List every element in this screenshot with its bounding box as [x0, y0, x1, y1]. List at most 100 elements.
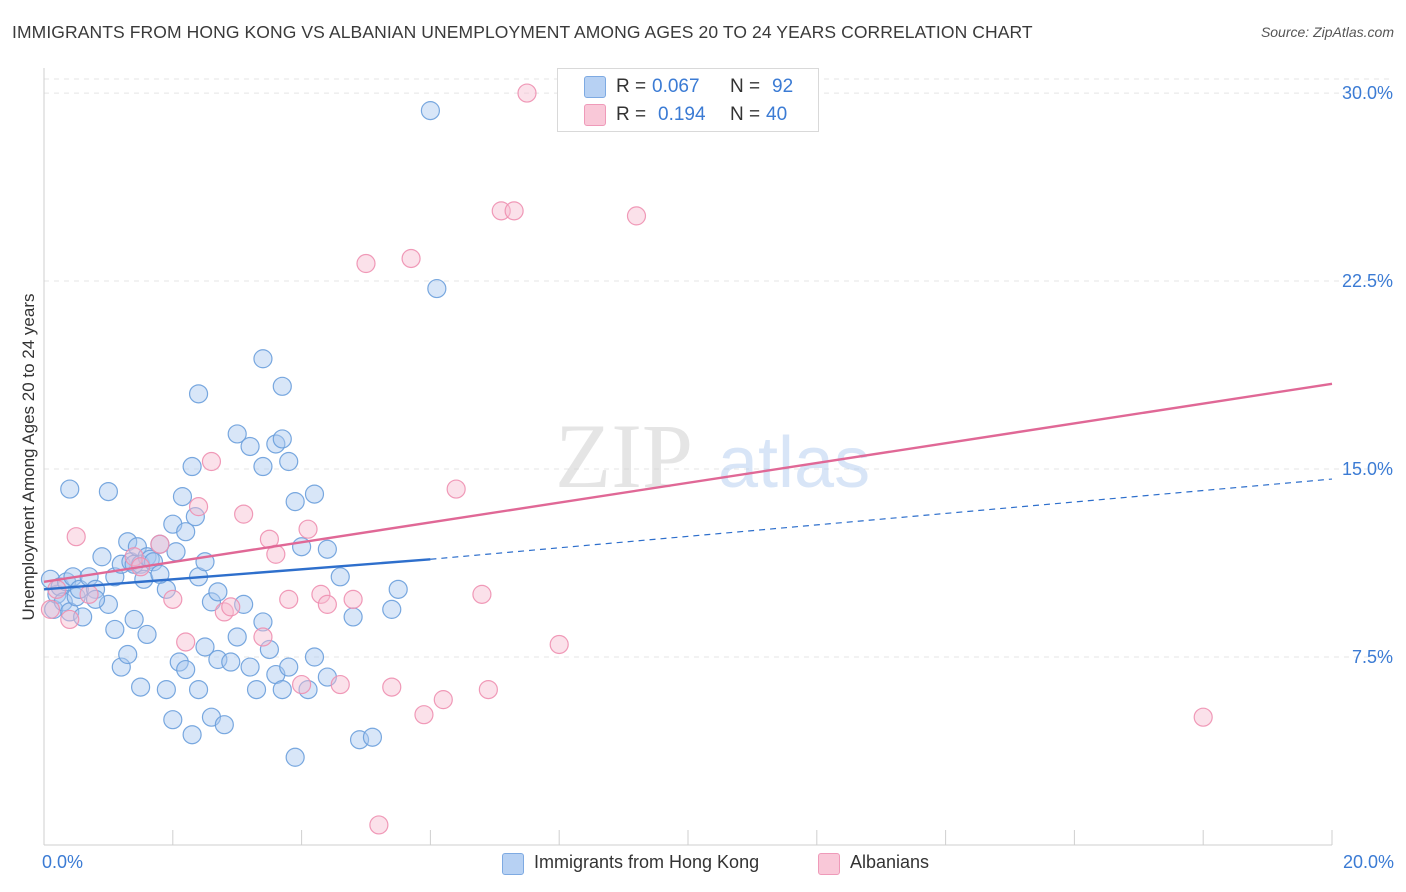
- legend-swatch-blue: [584, 76, 606, 98]
- data-point-blue: [317, 539, 337, 559]
- data-point-blue: [240, 657, 260, 677]
- data-point-blue: [85, 589, 106, 609]
- data-point-blue: [166, 542, 186, 562]
- data-point-blue: [176, 659, 196, 680]
- data-point-blue: [304, 647, 325, 667]
- data-point-blue: [221, 652, 241, 672]
- data-point-pink: [317, 594, 337, 614]
- data-point-blue: [253, 612, 273, 632]
- data-point-blue: [98, 594, 119, 614]
- trend-line-extension-blue: [430, 478, 1333, 560]
- data-point-pink: [298, 519, 318, 539]
- y-tick-label: 22.5%: [1342, 271, 1393, 291]
- data-point-blue: [118, 644, 138, 665]
- data-point-pink: [472, 584, 492, 604]
- data-point-pink: [214, 602, 234, 622]
- data-point-blue: [214, 715, 234, 735]
- data-point-blue: [208, 582, 228, 602]
- bottom-legend-label-blue: Immigrants from Hong Kong: [534, 852, 760, 872]
- series-hong-kong-points: [40, 101, 447, 767]
- data-point-blue: [279, 657, 299, 677]
- data-point-pink: [330, 674, 350, 695]
- data-point-blue: [92, 547, 112, 567]
- trend-line-pink: [43, 382, 1333, 584]
- data-point-blue: [266, 434, 286, 454]
- data-point-pink: [234, 504, 254, 524]
- data-point-blue: [227, 424, 247, 444]
- data-point-blue: [285, 747, 305, 767]
- legend-swatch-pink: [584, 104, 606, 126]
- data-point-pink: [188, 497, 209, 517]
- data-point-blue: [362, 727, 383, 747]
- data-point-pink: [124, 547, 144, 567]
- data-point-blue: [427, 278, 447, 299]
- data-point-pink: [343, 589, 363, 609]
- legend-n-label: N =: [730, 104, 761, 125]
- data-point-blue: [227, 627, 247, 647]
- source-credit: Source: ZipAtlas.com: [1260, 24, 1394, 40]
- data-point-blue: [137, 624, 157, 645]
- data-point-blue: [182, 456, 202, 477]
- data-point-blue: [131, 677, 151, 697]
- bottom-legend-label-pink: Albanians: [850, 852, 930, 872]
- data-point-blue: [156, 679, 176, 700]
- watermark-atlas: atlas: [718, 423, 870, 503]
- data-point-pink: [40, 599, 61, 619]
- y-tick-labels: 7.5% 15.0% 22.5% 30.0%: [1342, 83, 1393, 667]
- data-point-pink: [382, 677, 402, 697]
- data-point-pink: [221, 597, 241, 617]
- data-point-pink: [163, 589, 183, 609]
- watermark: ZIP atlas: [555, 405, 870, 507]
- correlation-legend: R = 0.067 N = 92 R = 0.194 N = 40: [557, 68, 819, 132]
- data-point-blue: [343, 607, 363, 627]
- data-point-pink: [446, 479, 466, 499]
- data-point-blue: [172, 487, 193, 507]
- data-point-pink: [433, 690, 453, 710]
- data-point-blue: [388, 579, 408, 599]
- data-point-pink: [356, 253, 376, 274]
- data-point-blue: [169, 652, 189, 672]
- data-point-blue: [382, 599, 402, 619]
- data-point-pink: [253, 627, 273, 647]
- trend-line-blue: [43, 558, 431, 591]
- data-point-blue: [240, 436, 260, 457]
- data-point-blue: [246, 679, 267, 700]
- data-point-pink: [504, 201, 524, 221]
- data-point-blue: [272, 376, 292, 396]
- data-point-blue: [420, 101, 440, 121]
- legend-n-value: 92: [772, 76, 794, 97]
- data-point-blue: [176, 522, 196, 542]
- data-point-blue: [188, 384, 209, 404]
- data-point-blue: [124, 609, 144, 630]
- x-tick-label-min: 0.0%: [42, 852, 84, 872]
- data-point-blue: [188, 679, 209, 700]
- y-tick-label: 7.5%: [1352, 647, 1393, 667]
- legend-r-value: 0.067: [652, 76, 700, 97]
- legend-r-value: 0.194: [658, 104, 706, 125]
- data-point-pink: [60, 609, 80, 630]
- data-point-blue: [163, 710, 183, 730]
- series-albanians-points: [40, 83, 1213, 835]
- data-point-pink: [517, 83, 537, 103]
- data-point-blue: [259, 639, 279, 660]
- legend-n-value: 40: [766, 104, 788, 125]
- legend-r-label: R =: [616, 76, 647, 97]
- data-point-blue: [98, 481, 119, 502]
- data-point-pink: [1193, 707, 1213, 727]
- y-tick-label: 15.0%: [1342, 459, 1393, 479]
- bottom-legend-swatch-pink: [818, 853, 840, 875]
- data-point-pink: [401, 248, 421, 269]
- data-point-pink: [176, 632, 196, 652]
- data-point-blue: [272, 679, 292, 700]
- data-point-pink: [311, 584, 331, 604]
- bottom-legend-swatch-blue: [502, 853, 524, 875]
- data-point-blue: [253, 349, 273, 369]
- x-tick-label-max: 20.0%: [1342, 852, 1394, 872]
- trend-lines: [43, 382, 1333, 591]
- data-point-blue: [60, 479, 80, 499]
- data-point-pink: [201, 451, 222, 472]
- data-point-pink: [150, 534, 170, 554]
- data-point-pink: [279, 589, 299, 609]
- data-point-blue: [285, 492, 305, 512]
